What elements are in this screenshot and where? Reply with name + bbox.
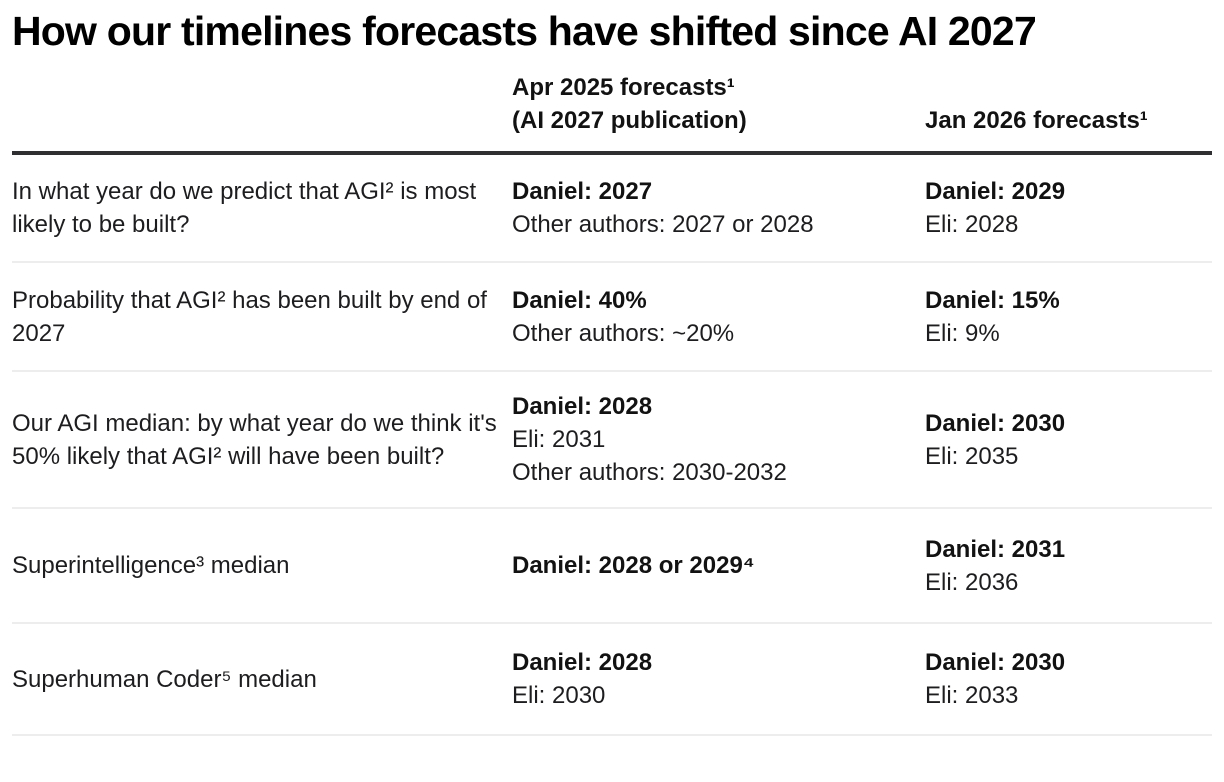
forecast-line: Daniel: 2028 or 2029⁴ (512, 552, 755, 580)
forecast-line: Daniel: 2028 (512, 649, 653, 677)
apr-2025-cell: Daniel: 2028 Eli: 2030 (512, 623, 925, 737)
question-cell: Our AGI median: by what year do we think… (12, 371, 512, 510)
forecast-line: Daniel: 2030 (925, 649, 1066, 677)
forecast-line: Daniel: 2027 (512, 178, 653, 206)
header-apr-2025-forecasts: Apr 2025 forecasts¹ (AI 2027 publication… (512, 61, 925, 156)
apr-2025-cell: Daniel: 2028 Eli: 2031 Other authors: 20… (512, 371, 925, 510)
table-row-probability-agi-2027: Probability that AGI² has been built by … (12, 262, 1212, 373)
header-jan-2026-forecasts: Jan 2026 forecasts¹ (925, 61, 1212, 156)
table-row-agi-median: Our AGI median: by what year do we think… (12, 371, 1212, 510)
forecast-line: Daniel: 2028 (512, 393, 653, 421)
forecast-line: Eli: 2028 (925, 211, 1019, 239)
apr-2025-cell: Daniel: 2028 or 2029⁴ (512, 508, 925, 625)
forecast-line: Eli: 2033 (925, 682, 1019, 710)
table-body: In what year do we predict that AGI² is … (12, 153, 1212, 737)
question-cell: Superintelligence³ median (12, 508, 512, 625)
forecast-line: Eli: 2036 (925, 568, 1019, 596)
forecast-line: Daniel: 2031 (925, 535, 1066, 563)
header-question-col (12, 61, 512, 156)
header-apr-line-1: Apr 2025 forecasts¹ (512, 74, 735, 102)
question-cell: Superhuman Coder⁵ median (12, 623, 512, 737)
jan-2026-cell: Daniel: 15% Eli: 9% (925, 262, 1212, 373)
forecast-line: Other authors: 2030-2032 (512, 459, 787, 487)
question-cell: Probability that AGI² has been built by … (12, 262, 512, 373)
forecast-line: Eli: 2035 (925, 442, 1019, 470)
forecast-line: Other authors: 2027 or 2028 (512, 211, 814, 239)
question-cell: In what year do we predict that AGI² is … (12, 153, 512, 264)
header-apr-line-2: (AI 2027 publication) (512, 107, 747, 135)
forecast-line: Eli: 9% (925, 319, 1000, 347)
forecast-table: Apr 2025 forecasts¹ (AI 2027 publication… (12, 61, 1212, 737)
page-title: How our timelines forecasts have shifted… (12, 8, 1037, 54)
forecast-line: Eli: 2031 (512, 426, 606, 454)
jan-2026-cell: Daniel: 2030 Eli: 2033 (925, 623, 1212, 737)
table-header: Apr 2025 forecasts¹ (AI 2027 publication… (12, 61, 1212, 156)
table-row-superhuman-coder-median: Superhuman Coder⁵ median Daniel: 2028 El… (12, 623, 1212, 737)
jan-2026-cell: Daniel: 2031 Eli: 2036 (925, 508, 1212, 625)
forecast-line: Daniel: 2029 (925, 178, 1066, 206)
header-row: Apr 2025 forecasts¹ (AI 2027 publication… (12, 61, 1212, 156)
forecast-line: Eli: 2030 (512, 682, 606, 710)
forecast-line: Daniel: 15% (925, 286, 1060, 314)
jan-2026-cell: Daniel: 2029 Eli: 2028 (925, 153, 1212, 264)
table-row-agi-most-likely-year: In what year do we predict that AGI² is … (12, 153, 1212, 264)
forecast-line: Other authors: ~20% (512, 319, 735, 347)
table-row-superintelligence-median: Superintelligence³ median Daniel: 2028 o… (12, 508, 1212, 625)
jan-2026-cell: Daniel: 2030 Eli: 2035 (925, 371, 1212, 510)
apr-2025-cell: Daniel: 2027 Other authors: 2027 or 2028 (512, 153, 925, 264)
forecast-line: Daniel: 40% (512, 286, 647, 314)
forecast-line: Daniel: 2030 (925, 409, 1066, 437)
apr-2025-cell: Daniel: 40% Other authors: ~20% (512, 262, 925, 373)
